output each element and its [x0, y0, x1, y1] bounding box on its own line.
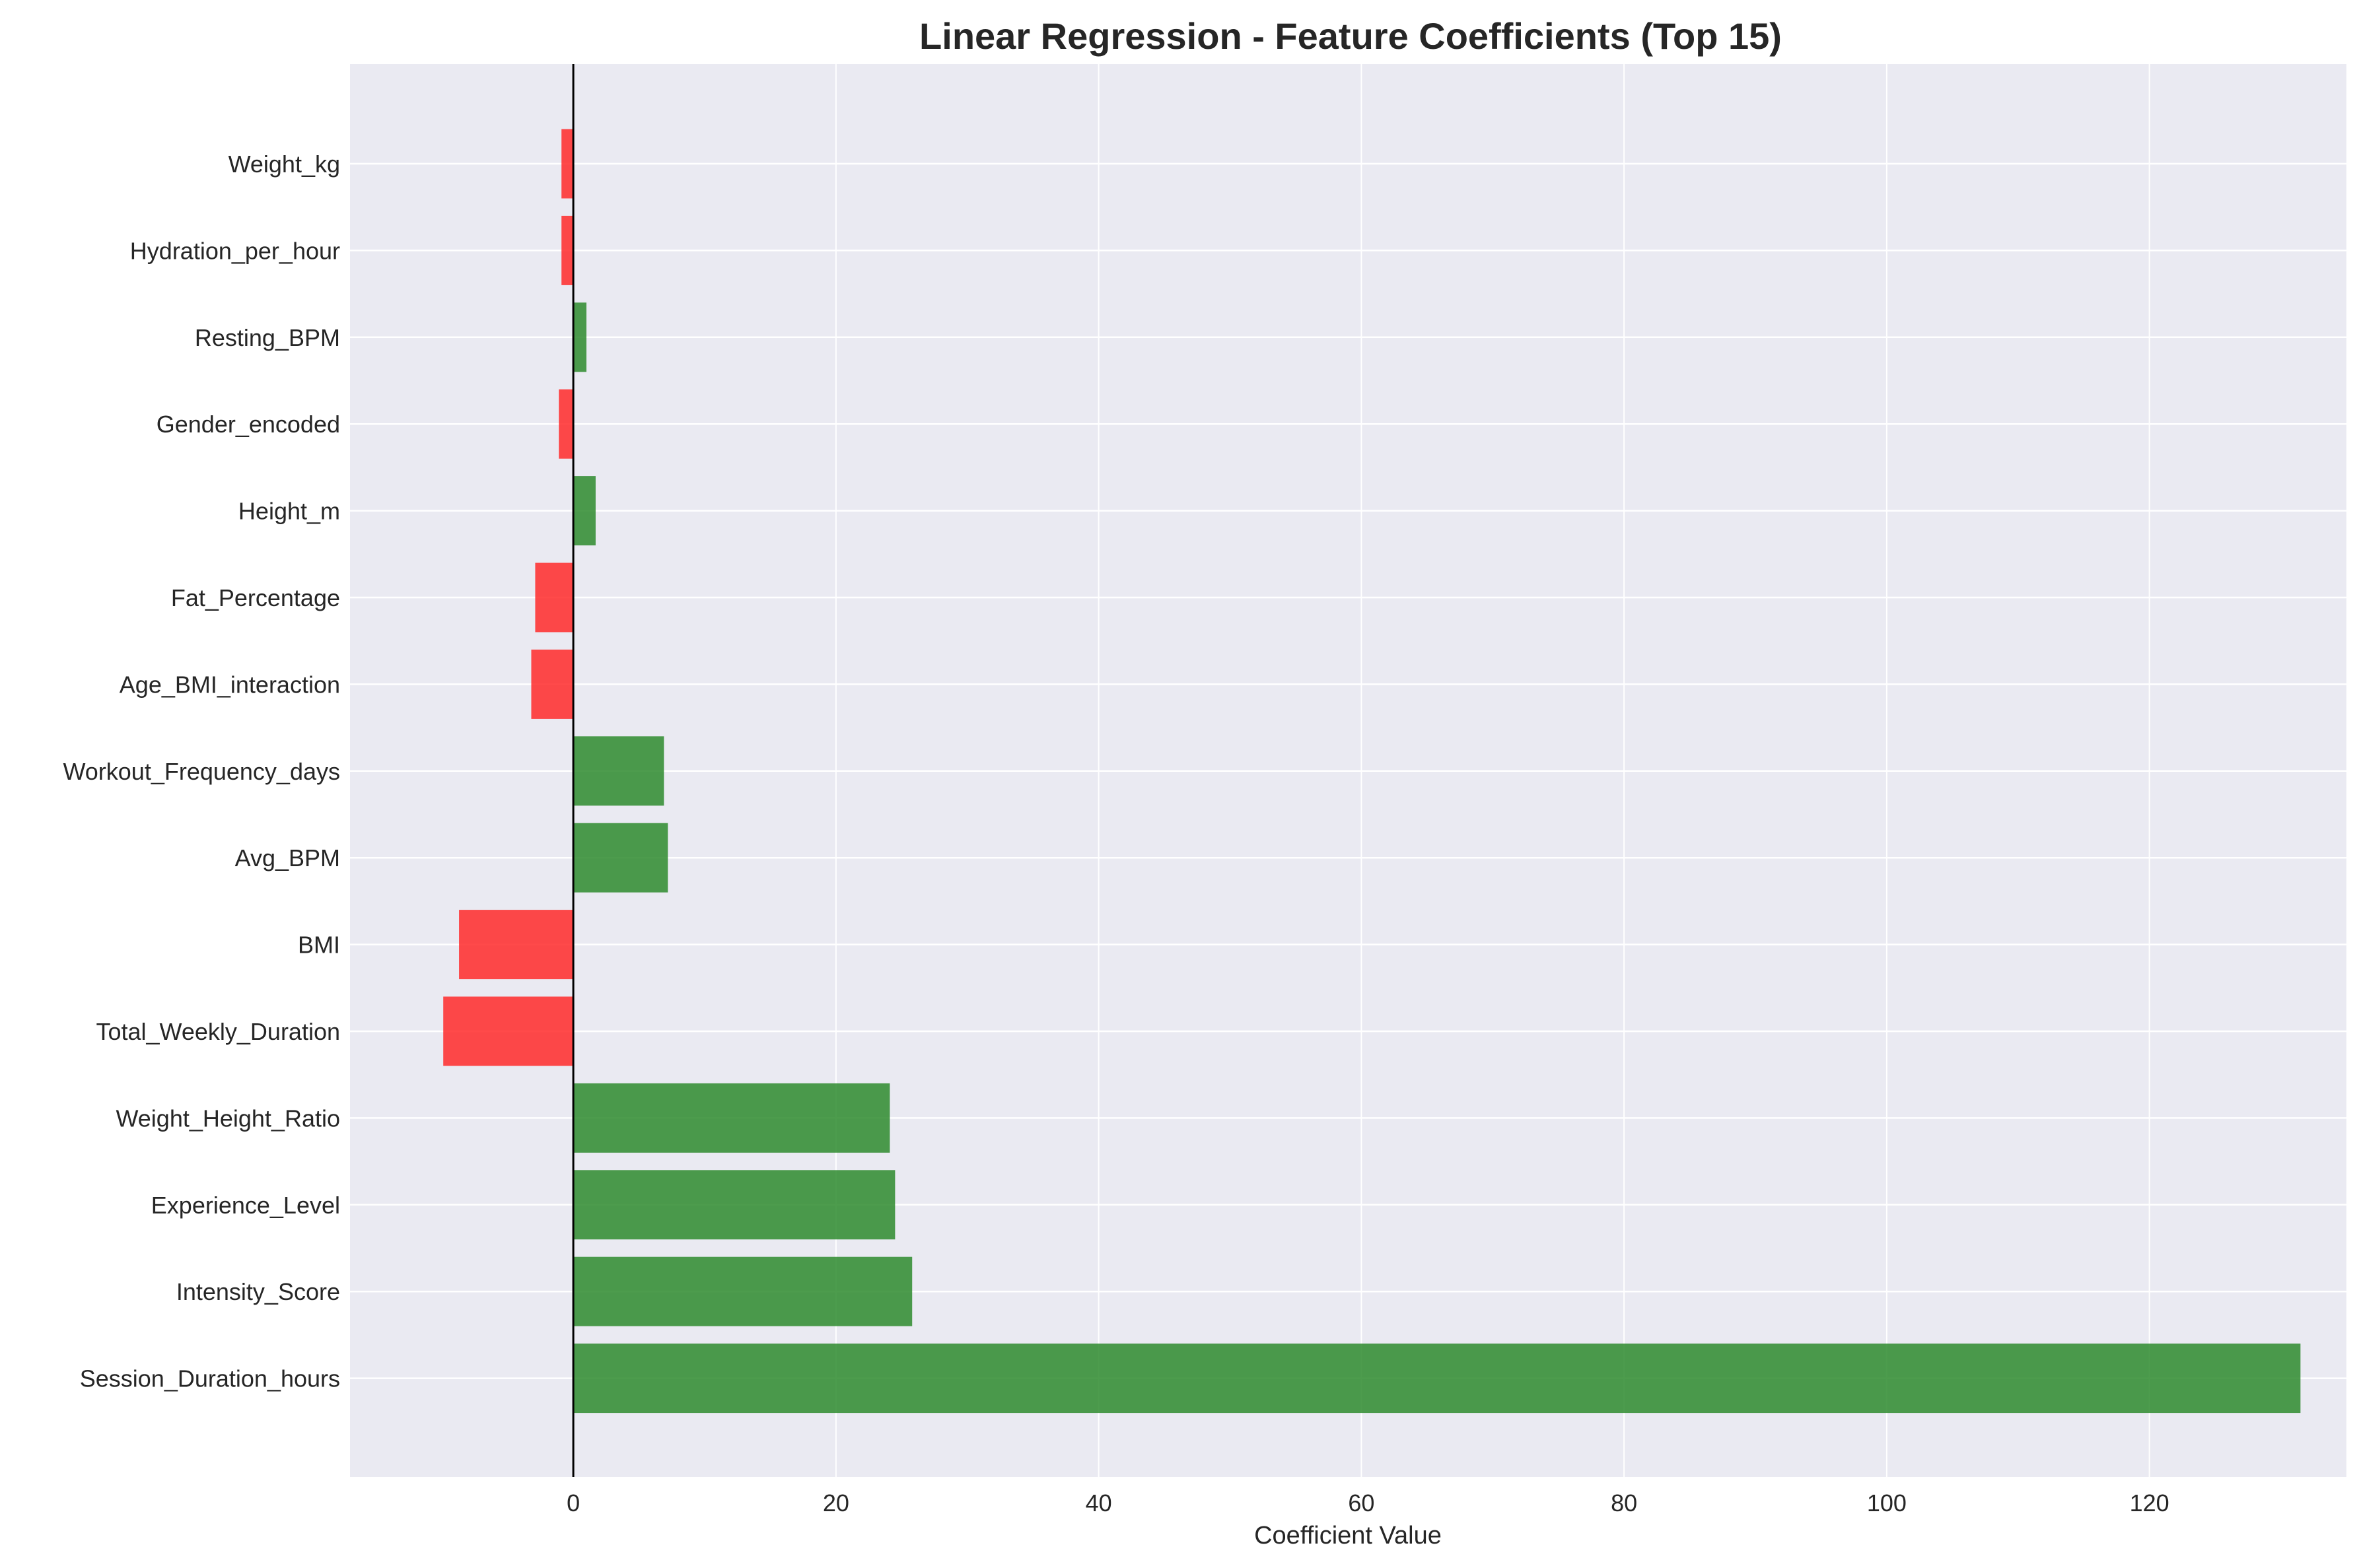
bar-weight-kg — [561, 129, 574, 199]
y-tick-label: Experience_Level — [151, 1192, 340, 1219]
bar-gender-encoded — [559, 389, 574, 459]
bar-avg-bpm — [573, 823, 668, 893]
y-tick-label: Total_Weekly_Duration — [96, 1018, 340, 1045]
y-tick-labels: Weight_kg Hydration_per_hour Resting_BPM Ge… — [63, 151, 340, 1392]
y-tick-label: Hydration_per_hour — [130, 237, 340, 264]
chart-title: Linear Regression - Feature Coefficients… — [919, 15, 1782, 57]
bar-age-bmi-interaction — [531, 649, 574, 719]
bar-total-weekly-duration — [443, 996, 574, 1066]
x-tick-label: 20 — [823, 1489, 849, 1517]
y-tick-label: Resting_BPM — [195, 324, 340, 351]
x-tick-label: 80 — [1611, 1489, 1637, 1517]
x-tick-label: 60 — [1348, 1489, 1374, 1517]
y-tick-label: Height_m — [238, 498, 340, 525]
bar-height-m — [573, 476, 596, 546]
y-tick-label: Fat_Percentage — [171, 584, 340, 611]
x-tick-label: 0 — [567, 1489, 580, 1517]
y-tick-label: Session_Duration_hours — [80, 1365, 340, 1392]
bar-bmi — [459, 910, 574, 980]
x-axis-label: Coefficient Value — [1254, 1522, 1442, 1550]
bar-intensity-score — [573, 1256, 913, 1326]
y-tick-label: Intensity_Score — [176, 1278, 340, 1305]
x-tick-label: 100 — [1867, 1489, 1907, 1517]
y-tick-label: Age_BMI_interaction — [120, 671, 340, 698]
y-tick-label: Gender_encoded — [157, 411, 340, 438]
bar-resting-bpm — [573, 302, 586, 372]
bar-hydration-per-hour — [561, 215, 574, 285]
x-tick-labels: 0 20 40 60 80 100 120 — [567, 1489, 2169, 1517]
bar-fat-percentage — [535, 562, 574, 632]
bar-weight-height-ratio — [573, 1083, 890, 1153]
bars — [443, 129, 2301, 1414]
y-tick-label: BMI — [298, 932, 340, 959]
y-tick-label: Weight_Height_Ratio — [116, 1105, 340, 1132]
bar-experience-level — [573, 1170, 896, 1240]
y-tick-label: Workout_Frequency_days — [63, 758, 340, 785]
bar-session-duration-hours — [573, 1344, 2301, 1414]
bar-workout-frequency-days — [573, 736, 664, 806]
y-tick-label: Weight_kg — [229, 151, 340, 178]
y-tick-label: Avg_BPM — [235, 844, 340, 871]
x-tick-label: 40 — [1086, 1489, 1112, 1517]
x-tick-label: 120 — [2130, 1489, 2169, 1517]
